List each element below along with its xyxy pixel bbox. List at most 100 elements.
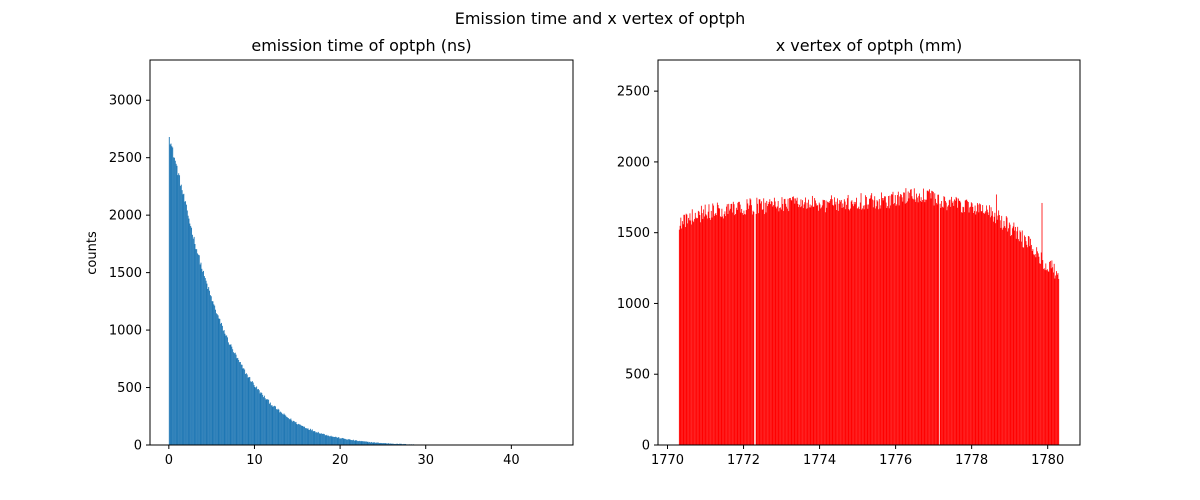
emission-time-bar [242,368,244,445]
x-vertex-bar [806,202,808,445]
x-vertex-bar [856,208,858,445]
emission-time-bar [356,440,358,445]
x-vertex-bar [703,209,705,445]
x-vertex-bar [931,190,933,445]
x-vertex-bar [862,205,864,445]
x-vertex-bar [759,199,761,445]
emission-time-bar [193,236,195,445]
emission-time-bar [368,442,370,445]
x-vertex-bar [1049,260,1051,445]
x-vertex-bar [798,207,800,445]
x-vertex-bar [704,216,705,445]
x-vertex-bar [1038,256,1040,445]
emission-time-bar [209,295,211,445]
emission-time-bar [203,276,205,445]
x-vertex-bar [954,199,955,445]
emission-time-bar [360,440,362,445]
x-vertex-bar [945,201,946,445]
x-vertex-bar [940,207,942,445]
x-vertex-xtick-label: 1772 [727,453,760,468]
emission-time-bar [308,429,310,445]
emission-time-bar [217,315,219,445]
emission-time-bar [387,443,389,445]
x-vertex-bar [994,212,996,445]
emission-time-bar [194,244,196,445]
emission-time-bar [183,193,185,445]
x-vertex-ytick-label: 0 [642,439,650,454]
emission-time-bar [352,440,353,445]
emission-time-bar [316,432,318,445]
emission-time-bar [275,409,277,445]
x-vertex-bar [913,199,914,445]
figure-suptitle: Emission time and x vertex of optph [455,9,746,28]
x-vertex-bar [983,213,985,445]
emission-time-bar [173,157,175,445]
x-vertex-bar [958,200,960,445]
emission-time-bar [234,352,236,445]
x-vertex-bar [802,200,803,445]
x-vertex-bar [1053,272,1054,445]
x-vertex-bar [684,227,686,445]
x-vertex-bar [790,199,792,445]
x-vertex-bar [942,207,944,445]
emission-time-bar [191,234,193,445]
x-vertex-bar [1014,230,1016,445]
x-vertex-bar [809,204,811,445]
emission-time-bar [399,443,401,445]
x-vertex-bar [966,199,968,445]
x-vertex-bar [872,207,874,445]
x-vertex-bars [678,188,1060,446]
x-vertex-bar [731,203,733,445]
x-vertex-bar [894,195,896,445]
x-vertex-bar [1006,217,1008,445]
x-vertex-bar [688,220,690,445]
x-vertex-bar [1014,226,1016,445]
x-vertex-bar [853,206,854,445]
emission-time-bar [328,436,330,445]
x-vertex-bar [712,203,714,445]
emission-time-bar [365,441,367,445]
x-vertex-bar [982,205,984,445]
x-vertex-bar [923,199,925,445]
emission-time-bar [266,399,268,445]
x-vertex-bar [819,204,821,445]
x-vertex-bar [742,213,743,445]
x-vertex-bar [880,205,882,445]
x-vertex-bar [814,198,816,445]
emission-time-bar [206,283,208,445]
x-vertex-bar [735,207,737,445]
x-vertex-bar [941,206,943,445]
x-vertex-bar [820,208,822,445]
x-vertex-bar [799,207,801,445]
x-vertex-bar [770,201,772,445]
x-vertex-bar [873,200,875,445]
emission-time-bar [223,330,225,445]
emission-time-bar [355,440,357,445]
emission-time-bar [325,435,327,445]
emission-time-bar [388,443,390,445]
emission-time-bars [168,137,458,446]
x-vertex-bar [832,204,834,445]
emission-time-bar [253,385,255,445]
emission-time-bar [179,175,181,445]
x-vertex-bar [910,189,911,445]
x-vertex-bar [688,217,689,445]
x-vertex-bar [965,199,967,445]
x-vertex-bar [840,201,841,445]
x-vertex-bar [877,201,879,445]
x-vertex-bar [829,201,831,445]
x-vertex-bar [762,209,764,445]
emission-time-bar [288,418,290,445]
emission-time-bar [188,218,190,445]
x-vertex-bar [1024,236,1026,445]
emission-time-bar [221,325,223,445]
x-vertex-bar [748,205,750,445]
x-vertex-bar [710,219,711,445]
emission-time-bar [304,428,306,445]
emission-time-bar [347,439,349,445]
emission-time-bar [247,377,249,445]
x-vertex-bar [996,219,998,445]
emission-time-bar [275,406,276,445]
x-vertex-bar [830,199,832,445]
x-vertex-bar [846,198,848,445]
